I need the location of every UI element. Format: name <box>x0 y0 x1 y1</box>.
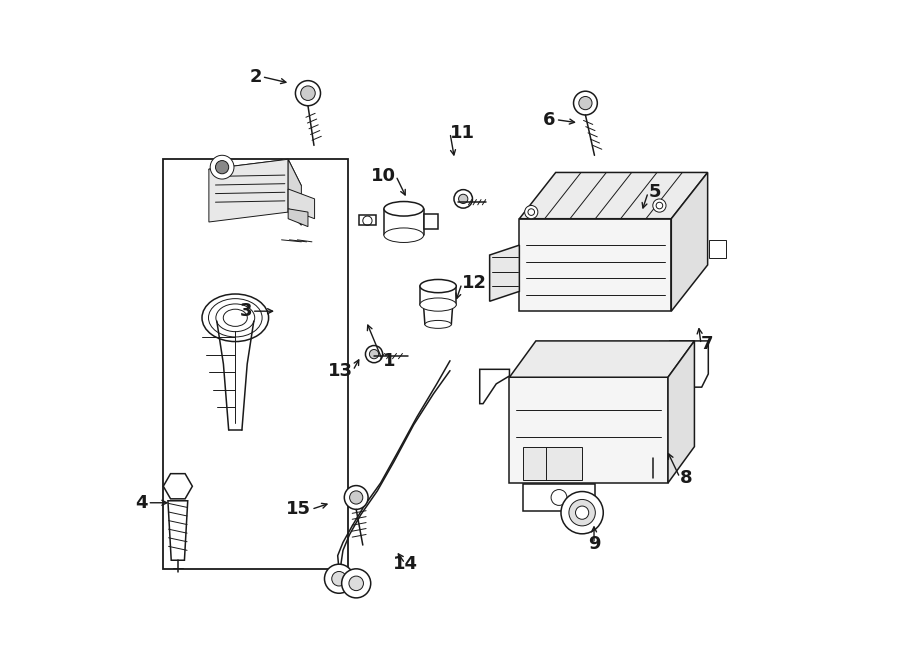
Circle shape <box>215 161 229 173</box>
Text: 4: 4 <box>135 494 148 512</box>
Ellipse shape <box>420 279 456 293</box>
Circle shape <box>349 491 363 504</box>
Polygon shape <box>490 245 519 301</box>
Polygon shape <box>519 218 671 311</box>
Polygon shape <box>670 341 708 387</box>
Polygon shape <box>424 306 453 324</box>
Polygon shape <box>709 240 726 258</box>
Polygon shape <box>288 209 308 226</box>
Circle shape <box>579 97 592 110</box>
Polygon shape <box>424 214 438 228</box>
Circle shape <box>295 81 320 106</box>
Circle shape <box>325 564 354 593</box>
Circle shape <box>211 156 234 179</box>
Polygon shape <box>509 377 668 483</box>
Circle shape <box>342 569 371 598</box>
Bar <box>163 160 347 569</box>
Text: 7: 7 <box>701 335 714 354</box>
Circle shape <box>301 86 315 101</box>
Text: 14: 14 <box>392 555 418 573</box>
Circle shape <box>652 199 666 212</box>
Text: 2: 2 <box>249 68 262 85</box>
Polygon shape <box>523 447 582 480</box>
Polygon shape <box>519 173 707 218</box>
Circle shape <box>365 346 382 363</box>
Text: 9: 9 <box>588 535 600 553</box>
Text: 6: 6 <box>544 111 555 128</box>
Circle shape <box>459 194 468 203</box>
Polygon shape <box>671 173 707 311</box>
Polygon shape <box>668 341 695 483</box>
Polygon shape <box>209 160 288 222</box>
Text: 13: 13 <box>328 361 353 379</box>
Circle shape <box>561 491 603 534</box>
Polygon shape <box>163 473 193 499</box>
Circle shape <box>575 506 589 519</box>
Text: 11: 11 <box>450 124 475 142</box>
Ellipse shape <box>384 201 424 216</box>
Polygon shape <box>359 215 376 225</box>
Ellipse shape <box>425 320 451 328</box>
Polygon shape <box>523 485 595 510</box>
Circle shape <box>454 189 473 208</box>
Polygon shape <box>209 160 302 195</box>
Text: 1: 1 <box>382 352 395 370</box>
Circle shape <box>349 576 364 591</box>
Ellipse shape <box>384 228 424 242</box>
Circle shape <box>569 499 595 526</box>
Text: 10: 10 <box>371 167 396 185</box>
Text: 15: 15 <box>286 500 311 518</box>
Text: 3: 3 <box>239 302 252 320</box>
Polygon shape <box>480 369 509 404</box>
Circle shape <box>525 205 538 218</box>
Text: 12: 12 <box>462 275 487 293</box>
Polygon shape <box>168 500 188 560</box>
Circle shape <box>369 350 379 359</box>
Text: 8: 8 <box>680 469 692 487</box>
Circle shape <box>332 571 347 586</box>
Circle shape <box>573 91 598 115</box>
Circle shape <box>345 486 368 509</box>
Ellipse shape <box>420 298 456 311</box>
Polygon shape <box>288 160 302 225</box>
Polygon shape <box>509 341 695 377</box>
Polygon shape <box>288 189 315 218</box>
Text: 5: 5 <box>648 183 661 201</box>
